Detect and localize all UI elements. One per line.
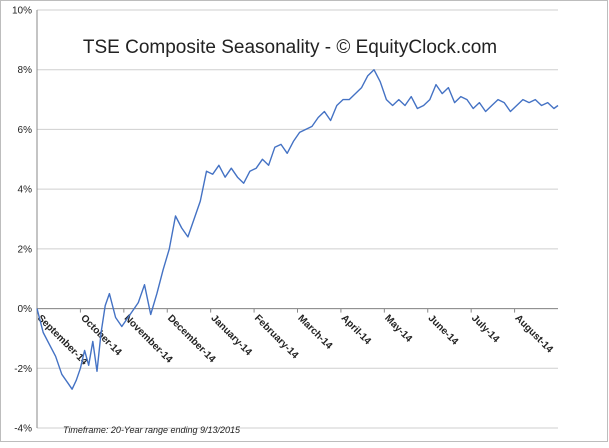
y-tick-label: -4% bbox=[14, 424, 32, 435]
y-tick-label: 6% bbox=[18, 125, 33, 136]
series-line bbox=[36, 69, 559, 390]
y-tick-label: 2% bbox=[18, 244, 33, 255]
y-tick-label: -2% bbox=[14, 364, 32, 375]
chart-title: TSE Composite Seasonality - © EquityCloc… bbox=[83, 37, 497, 58]
y-tick-label: 10% bbox=[12, 6, 32, 17]
y-tick-label: 8% bbox=[18, 65, 33, 76]
timeframe-footnote: Timeframe: 20-Year range ending 9/13/201… bbox=[63, 425, 241, 435]
y-tick-label: 4% bbox=[18, 185, 33, 196]
y-tick-label: 0% bbox=[18, 304, 33, 315]
y-tick-labels: -4% -2% 0% 2% 4% 6% 8% 10% bbox=[12, 6, 32, 435]
